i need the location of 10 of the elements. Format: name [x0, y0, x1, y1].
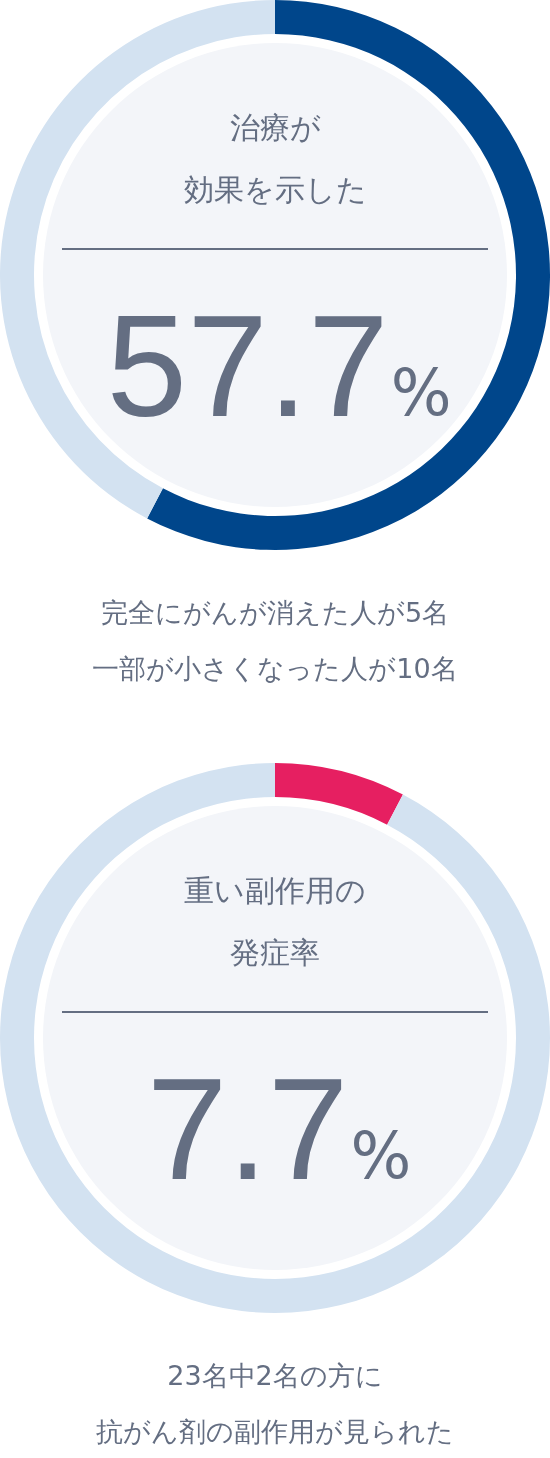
text: 治療が: [229, 109, 321, 145]
text: 効果を示した: [183, 171, 367, 207]
text: 抗がん剤の副作用が見られた: [96, 1415, 454, 1447]
text: 7.7%: [146, 1048, 412, 1210]
text: 重い副作用の: [184, 872, 366, 908]
text: 完全にがんが消えた人が5名: [100, 596, 450, 628]
text: 一部が小さくなった人が10名: [92, 652, 458, 684]
text: 23名中2名の方に: [167, 1359, 383, 1391]
text: 57.7%: [106, 285, 452, 447]
text: 発症率: [230, 934, 320, 970]
